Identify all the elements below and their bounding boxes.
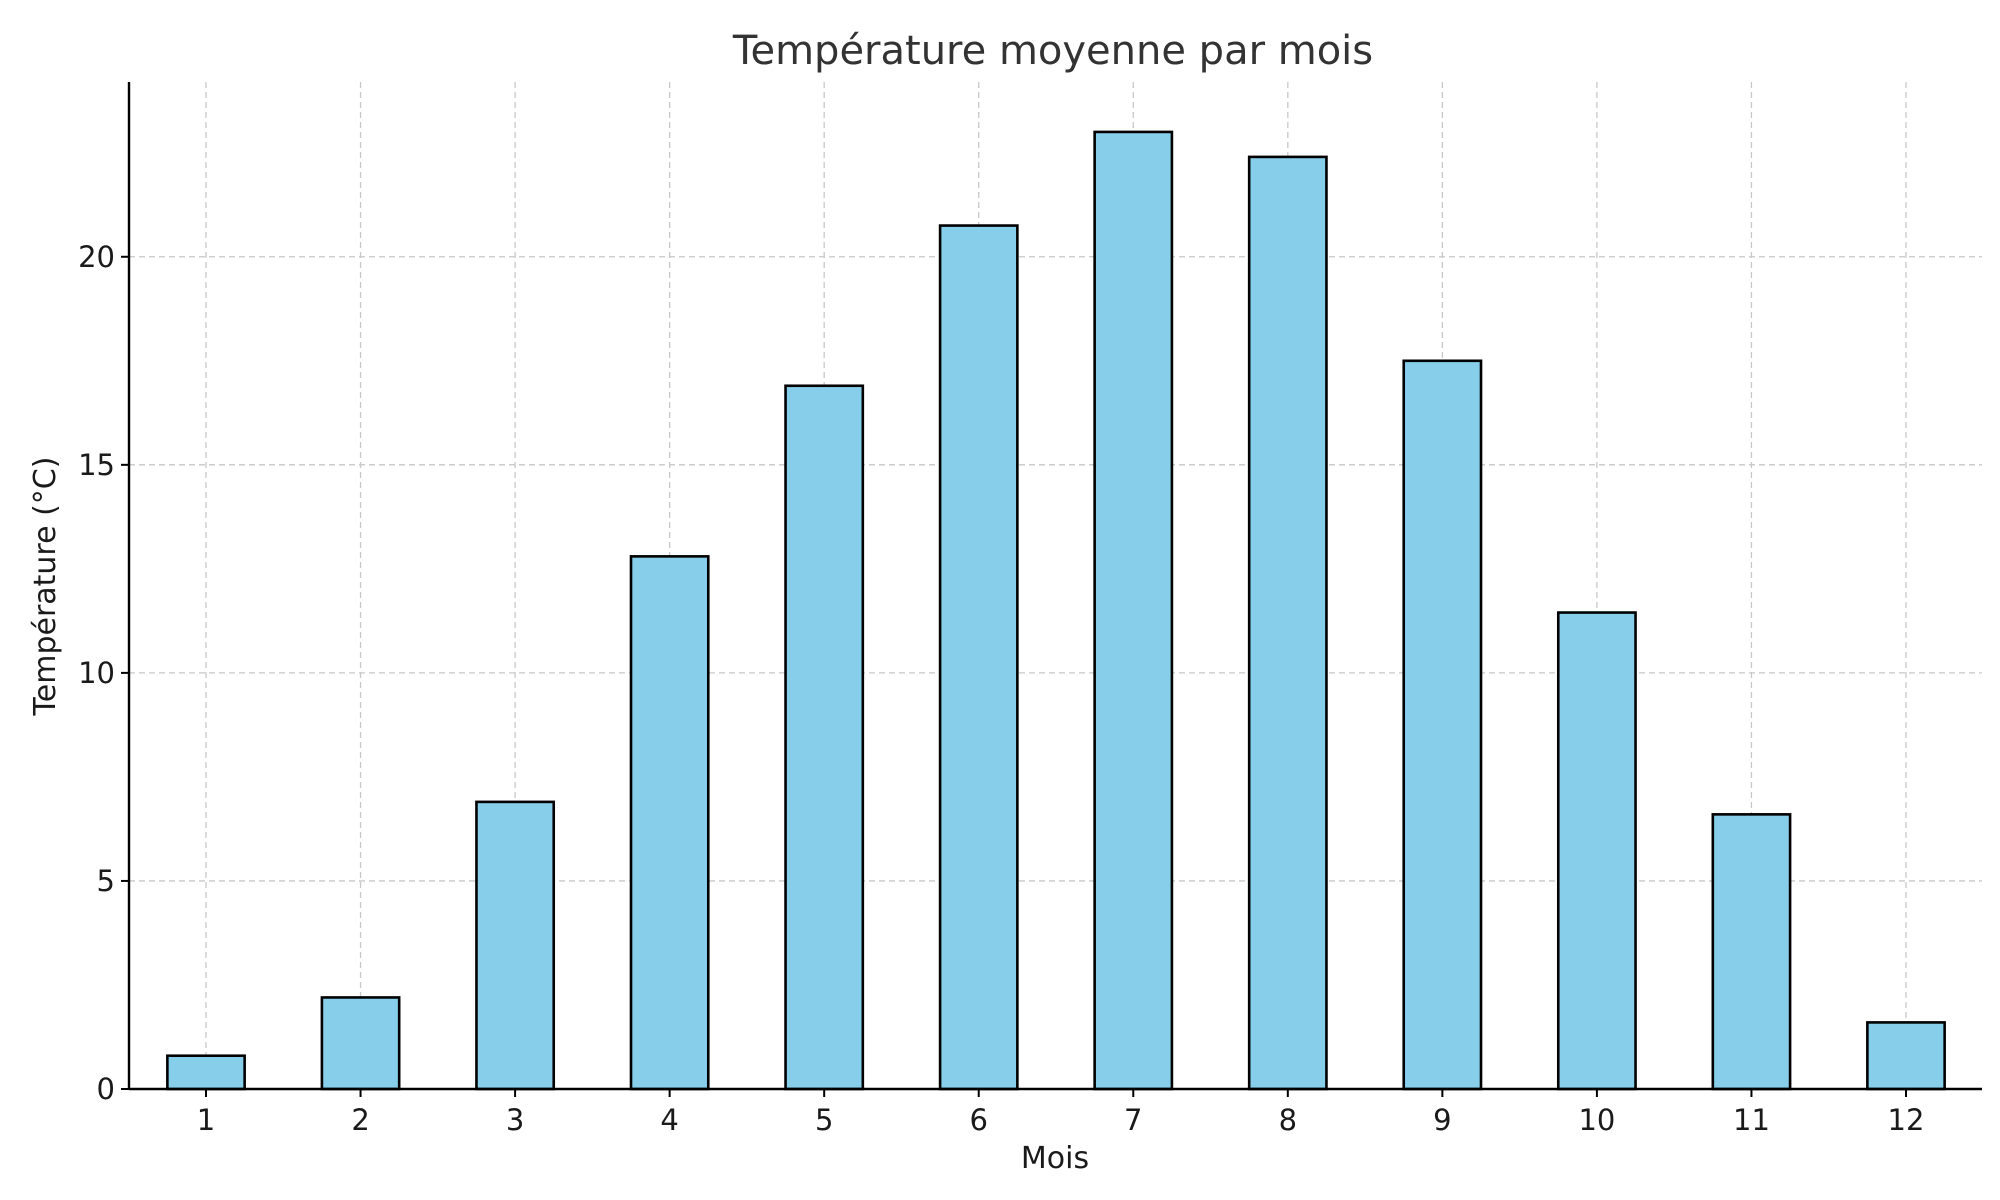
bar-3 — [475, 800, 556, 1091]
x-tick-label: 8 — [1279, 1103, 1297, 1137]
x-tick-label: 11 — [1733, 1103, 1770, 1137]
bar-7 — [1093, 130, 1174, 1091]
y-tick-label: 15 — [78, 448, 115, 482]
x-tick-label: 4 — [660, 1103, 678, 1137]
x-tick-label: 12 — [1888, 1103, 1925, 1137]
bars — [166, 130, 1946, 1091]
x-tick-label: 3 — [506, 1103, 524, 1137]
y-tick-label: 0 — [97, 1072, 115, 1106]
bar-1 — [166, 1054, 246, 1091]
x-tick-label: 6 — [970, 1103, 988, 1137]
y-tick-label: 10 — [78, 656, 115, 690]
bar-8 — [1247, 155, 1328, 1091]
bar-10 — [1556, 611, 1637, 1091]
grid — [129, 82, 1982, 1089]
y-tick-label: 5 — [97, 864, 115, 898]
axes — [127, 82, 1982, 1091]
bar-9 — [1402, 359, 1483, 1091]
x-tick-label: 2 — [351, 1103, 369, 1137]
x-tick-label: 5 — [815, 1103, 833, 1137]
x-tick-label: 9 — [1433, 1103, 1451, 1137]
chart-title: Température moyenne par mois — [732, 28, 1373, 74]
bar-2 — [320, 996, 401, 1091]
bar-11 — [1711, 813, 1792, 1091]
x-axis-label: Mois — [1021, 1141, 1089, 1176]
bar-12 — [1866, 1021, 1946, 1091]
x-tick-label: 1 — [197, 1103, 215, 1137]
x-tick-label: 10 — [1578, 1103, 1615, 1137]
bar-4 — [629, 555, 710, 1091]
bar-5 — [784, 384, 865, 1091]
x-tick-label: 7 — [1124, 1103, 1142, 1137]
y-axis-label: Température (°C) — [28, 457, 63, 717]
y-tick-label: 20 — [78, 240, 115, 274]
bar-6 — [938, 224, 1019, 1091]
